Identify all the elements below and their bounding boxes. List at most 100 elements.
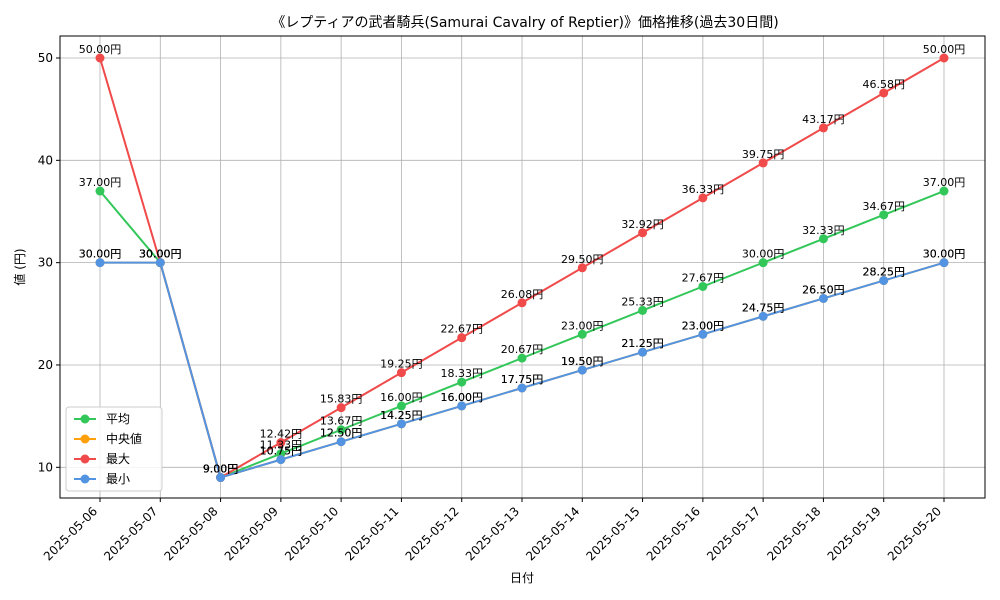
- data-point: [698, 193, 708, 203]
- data-point: [879, 88, 889, 98]
- data-label: 30.00円: [139, 248, 182, 261]
- data-point: [396, 368, 406, 378]
- data-point: [457, 333, 467, 343]
- data-label: 12.42円: [260, 428, 303, 441]
- plot-frame: [59, 35, 986, 499]
- data-label: 46.58円: [862, 78, 905, 91]
- data-point: [336, 425, 346, 435]
- data-point: [939, 53, 949, 63]
- data-label: 50.00円: [79, 43, 122, 56]
- x-tick-label: 2025-05-13: [463, 504, 522, 563]
- data-label: 36.33円: [682, 183, 725, 196]
- data-label: 20.67円: [501, 343, 544, 356]
- data-point: [95, 53, 105, 63]
- data-label: 30.00円: [79, 248, 122, 261]
- legend-swatch-marker: [80, 414, 90, 424]
- data-label: 12.50円: [320, 427, 363, 440]
- data-label: 30.00円: [923, 248, 966, 261]
- data-label: 18.33円: [440, 367, 483, 380]
- x-tick-label: 2025-05-19: [825, 504, 884, 563]
- chart-title: 《レプティアの武者騎兵(Samurai Cavalry of Reptier)》…: [271, 15, 778, 31]
- data-label: 43.17円: [802, 113, 845, 126]
- legend-entry: 平均: [106, 412, 130, 426]
- data-point: [638, 347, 648, 357]
- data-point: [758, 258, 768, 268]
- data-label: 26.08円: [501, 288, 544, 301]
- data-point: [336, 403, 346, 413]
- x-tick-label: 2025-05-15: [583, 504, 642, 563]
- data-point: [95, 258, 105, 268]
- x-tick-label: 2025-05-11: [342, 504, 401, 563]
- data-label: 23.00円: [682, 319, 725, 332]
- data-label: 50.00円: [923, 43, 966, 56]
- data-label: 27.67円: [682, 271, 725, 284]
- legend-entry: 最小: [106, 472, 130, 486]
- y-tick-label: 20: [38, 358, 53, 372]
- data-label: 25.33円: [621, 295, 664, 308]
- data-label: 34.67円: [862, 200, 905, 213]
- legend-entry: 最大: [106, 452, 130, 466]
- data-label: 26.50円: [802, 283, 845, 296]
- data-point: [818, 123, 828, 133]
- data-label: 37.00円: [923, 176, 966, 189]
- data-point: [95, 186, 105, 196]
- y-axis: 10 20 30 40 50: [38, 51, 60, 474]
- data-label: 13.67円: [320, 415, 363, 428]
- data-label: 9.00円: [203, 463, 239, 476]
- data-point: [276, 455, 286, 465]
- x-tick-label: 2025-05-18: [764, 504, 823, 563]
- data-label: 30.00円: [139, 248, 182, 261]
- data-label: 16.00円: [440, 391, 483, 404]
- legend-box: [65, 406, 163, 492]
- data-point: [758, 158, 768, 168]
- grid: [60, 36, 985, 498]
- data-label: 10.75円: [260, 445, 303, 458]
- data-point: [939, 258, 949, 268]
- data-label: 21.25円: [621, 337, 664, 350]
- data-label: 11.33円: [260, 439, 303, 452]
- data-point: [577, 329, 587, 339]
- y-tick-label: 40: [38, 153, 53, 167]
- data-point: [577, 365, 587, 375]
- x-axis: 2025-05-06 2025-05-07 2025-05-08 2025-05-09…: [41, 498, 945, 563]
- data-label: 22.67円: [440, 323, 483, 336]
- data-label: 30.00円: [742, 248, 785, 261]
- data-point: [818, 293, 828, 303]
- data-point: [216, 473, 226, 483]
- data-label: 9.00円: [203, 463, 239, 476]
- data-label: 23.00円: [682, 319, 725, 332]
- legend-swatch-marker: [80, 474, 90, 484]
- x-tick-label: 2025-05-17: [704, 504, 763, 563]
- x-tick-label: 2025-05-08: [161, 504, 220, 563]
- data-label: 26.50円: [802, 283, 845, 296]
- x-tick-label: 2025-05-10: [282, 504, 341, 563]
- data-point: [336, 437, 346, 447]
- data-point: [638, 305, 648, 315]
- data-label: 39.75円: [742, 148, 785, 161]
- legend-entry: 中央値: [106, 431, 142, 446]
- y-axis-label: 値 (円): [12, 248, 27, 285]
- data-label: 28.25円: [862, 266, 905, 279]
- data-point: [155, 258, 165, 268]
- data-label: 24.75円: [742, 301, 785, 314]
- x-tick-label: 2025-05-12: [403, 504, 462, 563]
- data-label: 28.25円: [862, 266, 905, 279]
- x-axis-label: 日付: [510, 571, 534, 585]
- legend-swatch-marker: [80, 434, 90, 444]
- data-label: 17.75円: [501, 373, 544, 386]
- data-point: [638, 228, 648, 238]
- data-point: [276, 438, 286, 448]
- data-point: [396, 401, 406, 411]
- data-point: [457, 401, 467, 411]
- data-label: 32.92円: [621, 218, 664, 231]
- data-label: 9.00円: [203, 463, 239, 476]
- data-point: [758, 311, 768, 321]
- data-label: 17.75円: [501, 373, 544, 386]
- y-tick-label: 10: [38, 460, 53, 474]
- x-tick-label: 2025-05-09: [222, 504, 281, 563]
- data-labels: 37.00円 30.00円 9.00円 11.33円 13.67円 16.00円 18.33…: [79, 43, 966, 476]
- data-label: 30.00円: [139, 248, 182, 261]
- data-label: 30.00円: [923, 248, 966, 261]
- data-label: 32.33円: [802, 224, 845, 237]
